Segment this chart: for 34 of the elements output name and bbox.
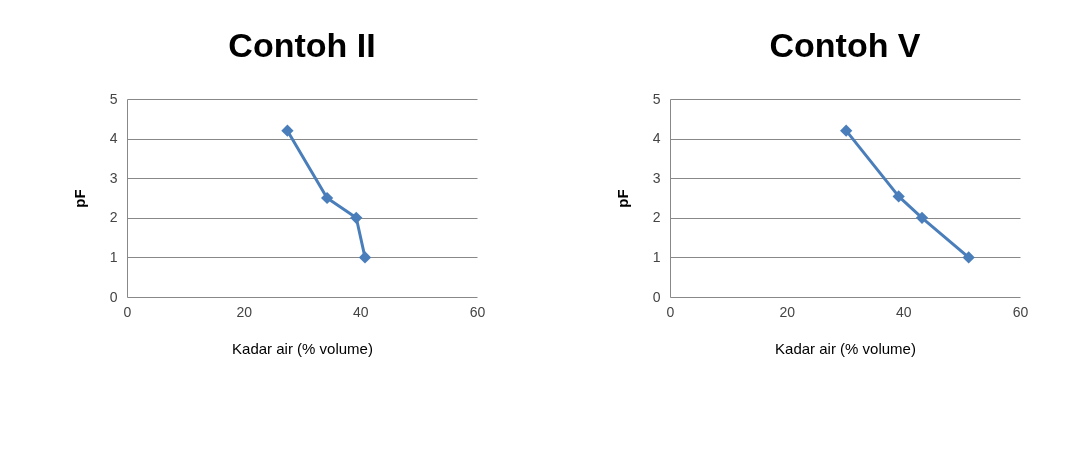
y-tick-label: 4 — [652, 130, 661, 147]
y-tick-label: 2 — [109, 209, 118, 226]
point — [892, 190, 905, 203]
y-tick-label: 3 — [109, 169, 118, 186]
y-axis-title: pF — [70, 189, 88, 208]
y-axis-title: pF — [613, 189, 631, 208]
point — [358, 251, 372, 264]
point — [840, 124, 853, 137]
y-tick-label: 0 — [109, 288, 118, 305]
chart-title: Contoh II — [228, 26, 376, 64]
x-tick-label: 60 — [469, 303, 486, 320]
x-tick-label: 60 — [1012, 303, 1029, 320]
y-tick-label: 4 — [109, 130, 118, 147]
x-tick-label: 40 — [896, 303, 912, 320]
y-tick-label: 0 — [652, 288, 661, 305]
y-tick-label: 1 — [652, 248, 661, 265]
x-axis-title: Kadar air (% volume) — [232, 339, 373, 357]
chart-title: Contoh V — [769, 26, 921, 64]
point — [962, 251, 975, 264]
point — [350, 211, 363, 224]
y-tick-label: 5 — [652, 90, 661, 107]
y-tick-label: 5 — [109, 90, 118, 107]
x-tick-label: 20 — [779, 303, 796, 320]
x-tick-label: 0 — [666, 303, 675, 320]
x-tick-label: 40 — [353, 303, 369, 320]
x-tick-label: 0 — [123, 303, 132, 320]
point — [281, 124, 294, 137]
x-tick-label: 20 — [236, 303, 253, 320]
x-axis-title: Kadar air (% volume) — [775, 339, 916, 357]
point — [915, 211, 929, 224]
y-tick-label: 2 — [652, 209, 661, 226]
y-tick-label: 1 — [109, 248, 118, 265]
point — [320, 191, 334, 205]
y-tick-label: 3 — [652, 169, 661, 186]
